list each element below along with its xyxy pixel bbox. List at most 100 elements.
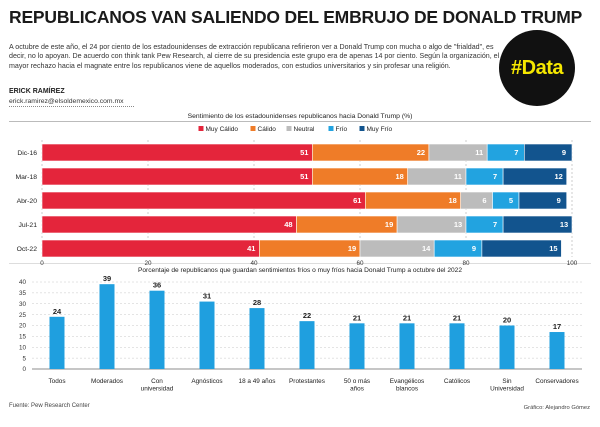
bar-value-label: 7: [493, 220, 497, 229]
category-label-line: Sin: [502, 378, 512, 385]
row-label: Jul-21: [18, 222, 37, 229]
bar-segment: [518, 191, 568, 210]
graphic-credit: Gráfico: Alejandro Gómez: [523, 405, 590, 411]
category-label-line: blancos: [396, 386, 418, 393]
bar-value-label: 11: [454, 172, 462, 181]
bar-value-label: 13: [454, 220, 462, 229]
bar-value-label: 18: [449, 196, 457, 205]
category-label: 18 a 49 años: [239, 378, 276, 385]
category-label-line: 18 a 49 años: [239, 378, 276, 385]
column-value-label: 28: [253, 298, 261, 307]
category-label: Agnósticos: [191, 378, 222, 385]
bar-segment: [523, 143, 573, 162]
bar-value-label: 13: [560, 220, 568, 229]
category-label: Con universidad: [141, 378, 174, 393]
x-tick-label: 80: [462, 260, 470, 267]
legend-label-1: Cálido: [258, 126, 277, 133]
column-bar: [149, 290, 165, 369]
intro-paragraph: A octubre de este año, el 24 por ciento …: [9, 43, 500, 70]
category-label-line: Con: [151, 378, 163, 385]
category-label-line: universidad: [141, 386, 174, 393]
x-tick-label: 100: [567, 260, 578, 267]
column-value-label: 31: [203, 292, 211, 301]
bar-value-label: 12: [555, 172, 563, 181]
category-label-line: Conservadores: [535, 378, 578, 385]
chart2-title: Porcentaje de republicanos que guardan s…: [138, 267, 462, 274]
bar-value-label: 19: [348, 244, 356, 253]
y-tick-label: 15: [19, 334, 27, 341]
category-label-line: 50 o más: [344, 378, 370, 385]
category-label-line: años: [350, 386, 364, 393]
category-label-line: Agnósticos: [191, 378, 222, 385]
legend-label-4: Muy Frío: [367, 126, 393, 133]
category-label: Evangélicos blancos: [390, 378, 424, 393]
section-divider-2: [9, 263, 591, 264]
x-tick-label: 40: [250, 260, 258, 267]
column-value-label: 22: [303, 311, 311, 320]
bar-value-label: 11: [475, 148, 483, 157]
bar-value-label: 18: [396, 172, 404, 181]
legend-label-0: Muy Cálido: [206, 126, 239, 133]
category-label: Sin Universidad: [490, 378, 524, 393]
bar-segment: [502, 215, 573, 234]
bar-segment: [502, 167, 568, 186]
y-tick-label: 35: [19, 290, 27, 297]
column-value-label: 36: [153, 281, 161, 290]
column-value-label: 21: [403, 313, 411, 322]
bar-value-label: 48: [284, 220, 292, 229]
column-value-label: 24: [53, 307, 62, 316]
bar-value-label: 5: [509, 196, 513, 205]
category-label: Conservadores: [535, 378, 578, 385]
bar-value-label: 51: [300, 148, 308, 157]
column-value-label: 20: [503, 316, 511, 325]
bar-value-label: 41: [247, 244, 255, 253]
column-value-label: 21: [453, 313, 461, 322]
y-tick-label: 0: [22, 366, 26, 373]
column-bar: [199, 301, 215, 369]
column-bar: [99, 284, 115, 369]
bar-value-label: 9: [557, 196, 561, 205]
bar-value-label: 6: [482, 196, 486, 205]
column-bar: [299, 321, 315, 369]
category-label-line: Moderados: [91, 378, 123, 385]
category-label-line: Todos: [48, 378, 65, 385]
legend-swatch-3: [328, 126, 334, 131]
author-name: ERICK RAMÍREZ: [9, 88, 65, 95]
column-bar: [449, 323, 465, 369]
column-bar: [499, 325, 515, 369]
row-label: Abr-20: [17, 198, 38, 205]
author-email[interactable]: erick.ramirez@elsoldemexico.com.mx: [9, 98, 124, 105]
legend-swatch-2: [286, 126, 292, 131]
x-tick-label: 60: [356, 260, 364, 267]
category-label-line: Protestantes: [289, 378, 325, 385]
y-tick-label: 25: [19, 312, 27, 319]
column-bar: [399, 323, 415, 369]
legend-label-3: Frío: [336, 126, 348, 133]
column-bar: [49, 316, 65, 369]
bar-value-label: 19: [385, 220, 393, 229]
category-label: Moderados: [91, 378, 123, 385]
bar-value-label: 14: [422, 244, 431, 253]
column-bar: [249, 308, 265, 369]
bar-value-label: 51: [300, 172, 308, 181]
page-title: REPUBLICANOS VAN SALIENDO DEL EMBRUJO DE…: [9, 7, 583, 27]
column-value-label: 17: [553, 322, 561, 331]
data-badge: #Data: [499, 30, 575, 106]
legend-swatch-0: [198, 126, 204, 131]
row-label: Mar-18: [15, 174, 37, 181]
y-tick-label: 40: [19, 279, 27, 286]
x-tick-label: 20: [144, 260, 152, 267]
y-tick-label: 5: [22, 355, 26, 362]
y-tick-label: 20: [19, 323, 27, 330]
y-tick-label: 10: [19, 344, 27, 351]
section-divider: [9, 121, 591, 122]
category-label-line: Evangélicos: [390, 378, 424, 385]
stacked-bar-chart: Sentimiento de los estadounidenses repub…: [15, 113, 578, 267]
row-label: Dic-16: [17, 150, 37, 157]
bar-value-label: 7: [514, 148, 518, 157]
source-note: Fuente: Pew Research Center: [9, 403, 90, 409]
category-label-line: Católicos: [444, 378, 470, 385]
column-value-label: 21: [353, 313, 361, 322]
category-label: 50 o más años: [344, 378, 370, 393]
